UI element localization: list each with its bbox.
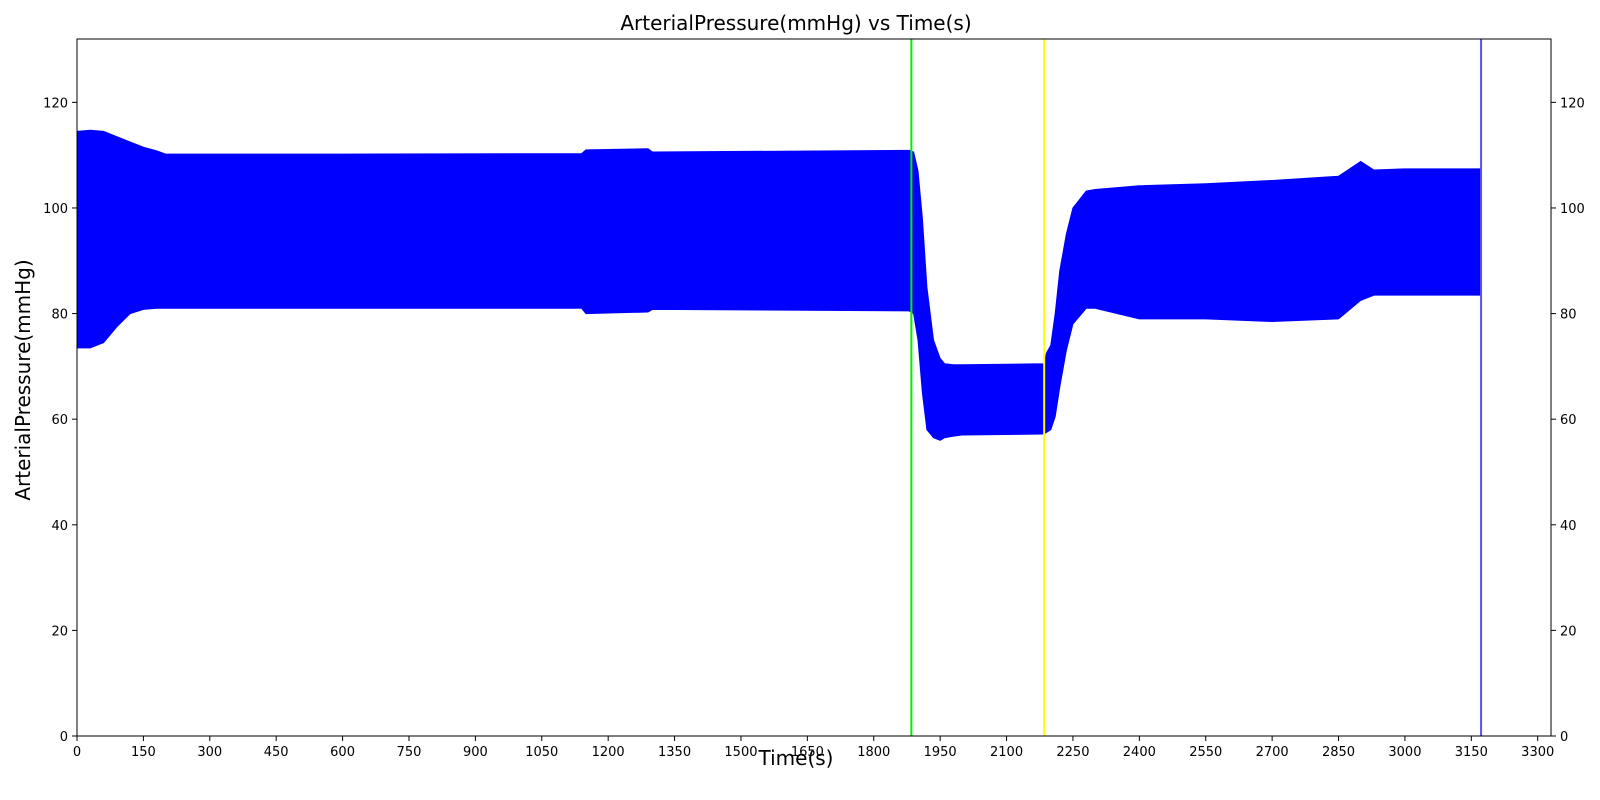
y-tick-label-left: 100 <box>43 202 68 217</box>
x-tick-label: 1950 <box>924 745 957 760</box>
x-tick-label: 3150 <box>1455 745 1488 760</box>
y-tick-label-left: 120 <box>43 96 68 111</box>
y-tick-label-right: 20 <box>1560 624 1577 639</box>
x-tick-label: 1050 <box>525 745 558 760</box>
plot-frame <box>76 38 1552 737</box>
y-axis-label: ArterialPressure(mmHg) <box>11 259 35 500</box>
y-tick-label-left: 80 <box>51 308 68 323</box>
plot-area <box>76 39 1483 736</box>
x-tick-label: 900 <box>463 745 488 760</box>
x-tick-label: 450 <box>264 745 289 760</box>
x-tick-label: 600 <box>330 745 355 760</box>
chart-title: ArterialPressure(mmHg) vs Time(s) <box>620 11 971 35</box>
y-tick-label-left: 40 <box>51 519 68 534</box>
x-tick-label: 0 <box>73 745 81 760</box>
x-tick-label: 2400 <box>1123 745 1156 760</box>
y-tick-label-right: 80 <box>1560 308 1577 323</box>
x-axis-label: Time(s) <box>758 746 834 770</box>
x-tick-label: 1800 <box>857 745 890 760</box>
y-tick-label-right: 0 <box>1560 730 1568 745</box>
x-tick-label: 2100 <box>990 745 1023 760</box>
x-tick-label: 1200 <box>592 745 625 760</box>
x-tick-label: 2700 <box>1256 745 1289 760</box>
x-tick-label: 2550 <box>1189 745 1222 760</box>
y-tick-label-right: 100 <box>1560 202 1585 217</box>
y-tick-label-right: 40 <box>1560 519 1577 534</box>
y-tick-label-left: 20 <box>51 624 68 639</box>
y-tick-label-right: 120 <box>1560 96 1585 111</box>
x-tick-label: 3000 <box>1388 745 1421 760</box>
x-tick-label: 150 <box>131 745 156 760</box>
x-tick-label: 300 <box>197 745 222 760</box>
y-tick-label-left: 60 <box>51 413 68 428</box>
x-tick-label: 2850 <box>1322 745 1355 760</box>
x-tick-label: 1650 <box>791 745 824 760</box>
series-band-0 <box>76 129 1481 441</box>
y-tick-label-right: 60 <box>1560 413 1577 428</box>
x-tick-label: 1500 <box>724 745 757 760</box>
y-axis-left: 0 20 40 60 80 100 120 <box>43 96 77 745</box>
x-axis: 0 150 300 450 600 750 900 1050 1200 1350 1500 1650 1… <box>73 736 1554 760</box>
x-tick-label: 750 <box>397 745 422 760</box>
x-tick-label: 3300 <box>1521 745 1554 760</box>
x-tick-label: 1350 <box>658 745 691 760</box>
x-tick-label: 2250 <box>1056 745 1089 760</box>
y-axis-right: 0 20 40 60 80 100 120 <box>1551 96 1585 745</box>
y-tick-label-left: 0 <box>60 730 68 745</box>
